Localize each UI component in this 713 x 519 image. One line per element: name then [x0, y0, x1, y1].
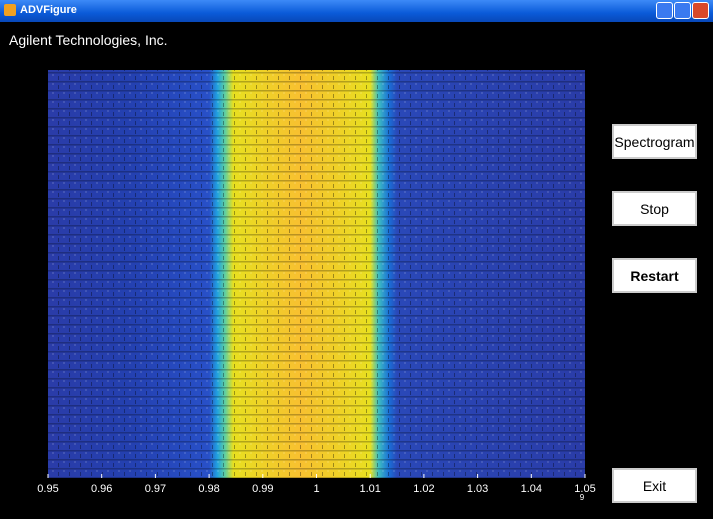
app-window: ADVFigure Agilent Technologies, Inc. [0, 0, 713, 519]
x-tick-label: 0.97 [145, 483, 166, 495]
x-tick-label: 1.03 [467, 483, 488, 495]
restart-button[interactable]: Restart [612, 258, 697, 293]
spectrogram-texture [48, 70, 585, 478]
x-tick-label: 1.01 [359, 483, 380, 495]
x-tick-label: 0.95 [37, 483, 58, 495]
x-tick-label: 0.96 [91, 483, 112, 495]
x-tick-label: 0.99 [252, 483, 273, 495]
x-tick-label: 1.02 [413, 483, 434, 495]
x-tick-label: 1 [313, 483, 319, 495]
x-tick-label: 1.04 [521, 483, 542, 495]
exit-button[interactable]: Exit [612, 468, 697, 503]
x-tick-label: 1.05 [574, 483, 595, 495]
spectrogram-button[interactable]: Spectrogram [612, 124, 697, 159]
x-tick-label: 0.98 [198, 483, 219, 495]
chart: 9 0.950.960.970.980.9911.011.021.031.041… [0, 0, 713, 519]
stop-button[interactable]: Stop [612, 191, 697, 226]
